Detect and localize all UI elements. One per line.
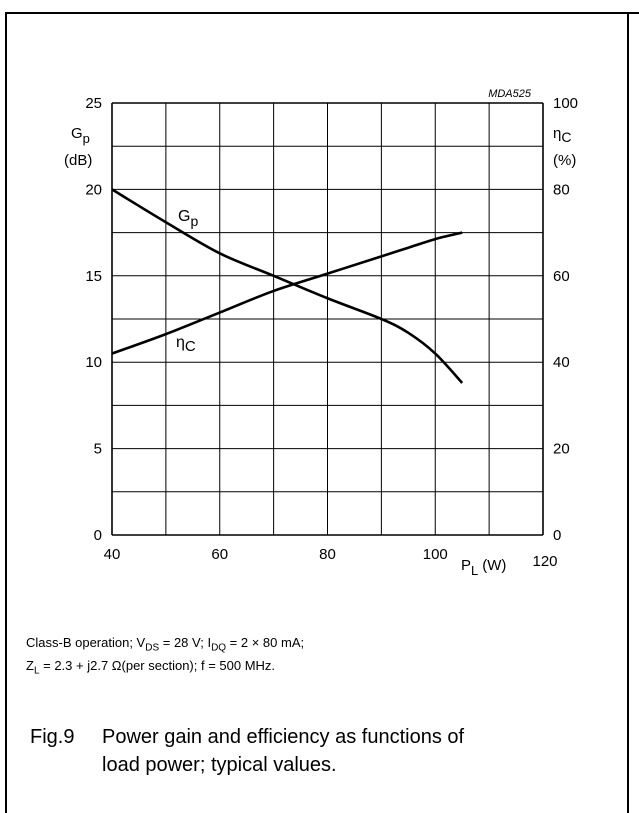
left-axis-tick-label: 25	[85, 95, 102, 112]
right-axis-symbol-sub: C	[561, 129, 571, 145]
x-axis-symbol: P	[461, 557, 471, 574]
x-axis-tick-label: 80	[319, 546, 336, 563]
right-axis-tick-label: 40	[553, 354, 570, 371]
grid	[111, 102, 544, 536]
figure-code: MDA525	[488, 88, 532, 100]
frame-right-border	[627, 12, 629, 813]
curves	[111, 188, 464, 384]
x-axis-tick-label: 120	[532, 553, 557, 570]
conditions-line-1: Class-B operation; VDS = 28 V; IDQ = 2 ×…	[26, 635, 305, 654]
left-axis-title: Gp	[71, 125, 90, 146]
right-axis-tick-label: 20	[553, 441, 570, 458]
left-axis-tick-label: 0	[94, 527, 102, 544]
right-axis-tick-label: 0	[553, 527, 561, 544]
x-axis-tick-label: 60	[211, 546, 228, 563]
left-axis-tick-label: 5	[94, 441, 102, 458]
left-axis-symbol: G	[71, 125, 83, 142]
right-axis-unit: (%)	[553, 152, 576, 169]
series-label-etac: ηC	[176, 334, 196, 355]
caption-number: Fig.9	[30, 726, 75, 748]
chart: 0 5 10 15 20 25 0 20 40 60 80 100 40 60 80 100 120 MDA52…	[64, 88, 578, 578]
conditions-line-2: ZL = 2.3 + j2.7 Ω(per section); f = 500 …	[26, 657, 276, 677]
caption-line-2: load power; typical values.	[102, 754, 337, 776]
right-axis-tick-label: 80	[553, 181, 570, 198]
right-axis-tick-label: 100	[553, 95, 578, 112]
left-axis-tick-label: 20	[85, 181, 102, 198]
frame-top-border	[5, 12, 639, 14]
series-line-etac	[111, 231, 463, 355]
left-axis-unit: (dB)	[64, 152, 92, 169]
caption-line-1: Power gain and efficiency as functions o…	[102, 726, 465, 748]
x-axis-symbol-sub: L	[471, 563, 478, 578]
x-axis-title: PL (W)	[461, 557, 506, 578]
series-line-gp	[111, 188, 464, 384]
series-label-gp: Gp	[178, 208, 198, 229]
x-axis-tick-label: 40	[104, 546, 121, 563]
figure-caption: Fig.9 Power gain and efficiency as functi…	[30, 723, 464, 779]
operating-conditions: Class-B operation; VDS = 28 V; IDQ = 2 ×…	[26, 634, 304, 679]
right-axis-symbol: η	[553, 125, 561, 142]
frame-left-border	[5, 12, 7, 813]
left-axis-tick-label: 10	[85, 354, 102, 371]
tick-labels: 0 5 10 15 20 25 0 20 40 60 80 100 40 60 80 100 120	[85, 95, 578, 570]
right-axis-tick-label: 60	[553, 268, 570, 285]
x-axis-unit: (W)	[482, 557, 506, 574]
left-axis-symbol-sub: p	[83, 131, 90, 146]
x-axis-tick-label: 100	[423, 546, 448, 563]
right-axis-title: ηC	[553, 125, 571, 145]
left-axis-tick-label: 15	[85, 268, 102, 285]
